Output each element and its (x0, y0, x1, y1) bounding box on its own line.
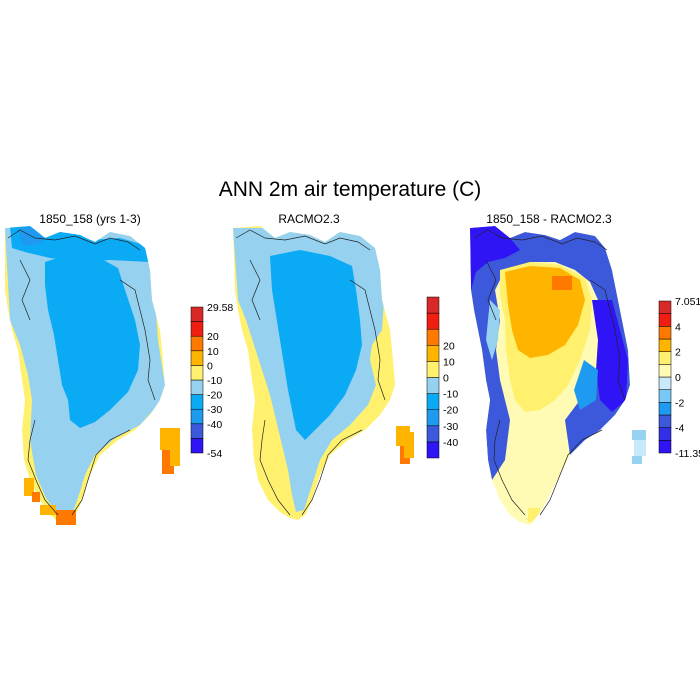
colorbar-box (190, 438, 204, 454)
colorbar-box (190, 394, 204, 410)
colorbar-box (658, 364, 672, 378)
colorbar-tick-label: 2 (675, 347, 681, 359)
colorbar-box (658, 326, 672, 340)
colorbar-box (426, 345, 440, 362)
colorbar-tick-label: 20 (443, 340, 455, 352)
colorbar-box (426, 393, 440, 410)
colorbar-tick-label: 7.051 (675, 296, 700, 308)
colorbar-tick-label: -20 (207, 390, 222, 402)
colorbar-box (658, 414, 672, 428)
map-panel-model (5, 226, 180, 525)
colorbar-tick-label: -40 (207, 419, 222, 431)
colorbar-tick-label: 29.58 (207, 302, 233, 314)
colorbar-box (426, 377, 440, 394)
colorbar-box (190, 365, 204, 381)
colorbar-box (190, 408, 204, 425)
colorbar-tick-label: -20 (443, 405, 458, 417)
colorbar-box (658, 402, 672, 416)
colorbar-box (658, 300, 672, 314)
colorbar-tick-label: -30 (207, 404, 222, 416)
colorbar-box (658, 338, 672, 352)
colorbar-box (426, 296, 440, 314)
colorbar-racmo: -40 -30 -20 -10 0 10 20 (426, 296, 458, 459)
colorbar-tick-label: 10 (443, 356, 455, 368)
map-panel-racmo (233, 226, 414, 520)
colorbar-tick-label: -54 (207, 448, 222, 460)
colorbar-tick-label: -10 (207, 375, 222, 387)
colorbar-box (658, 427, 672, 441)
colorbar-box (658, 351, 672, 365)
colorbar-tick-label: -11.35 (675, 448, 700, 460)
colorbar-box (426, 425, 440, 443)
colorbar-model: -54 -40 -30 -20 -10 0 10 20 29.58 (190, 302, 233, 460)
colorbar-box (190, 350, 204, 366)
colorbar-box (426, 328, 440, 346)
colorbar-box (658, 389, 672, 403)
colorbar-box (190, 423, 204, 439)
colorbar-difference: -11.35 -4 -2 0 2 4 7.051 (658, 296, 700, 460)
colorbar-box (190, 306, 204, 322)
colorbar-tick-label: -40 (443, 437, 458, 449)
colorbar-tick-label: 0 (207, 360, 213, 372)
colorbar-tick-label: 10 (207, 346, 219, 358)
panel-title-difference: 1850_158 - RACMO2.3 (486, 212, 612, 226)
colorbar-box (190, 321, 204, 337)
colorbar-box (426, 409, 440, 427)
colorbar-tick-label: -30 (443, 421, 458, 433)
colorbar-box (426, 312, 440, 330)
colorbar-tick-label: -10 (443, 389, 458, 401)
colorbar-box (190, 335, 204, 352)
colorbar-tick-label: 0 (675, 372, 681, 384)
colorbar-tick-label: 20 (207, 331, 219, 343)
colorbar-tick-label: -2 (675, 397, 684, 409)
figure-title: ANN 2m air temperature (C) (218, 178, 482, 201)
colorbar-box (658, 440, 672, 454)
colorbar-box (426, 441, 440, 459)
colorbar-box (658, 313, 672, 327)
panel-title-racmo: RACMO2.3 (278, 212, 340, 226)
colorbar-tick-label: -4 (675, 423, 684, 435)
colorbar-box (190, 379, 204, 395)
panel-title-model: 1850_158 (yrs 1-3) (39, 212, 141, 226)
colorbar-box (426, 361, 440, 378)
colorbar-tick-label: 0 (443, 373, 449, 385)
colorbar-box (658, 376, 672, 390)
map-panel-difference (470, 226, 646, 525)
colorbar-tick-label: 4 (675, 321, 681, 333)
